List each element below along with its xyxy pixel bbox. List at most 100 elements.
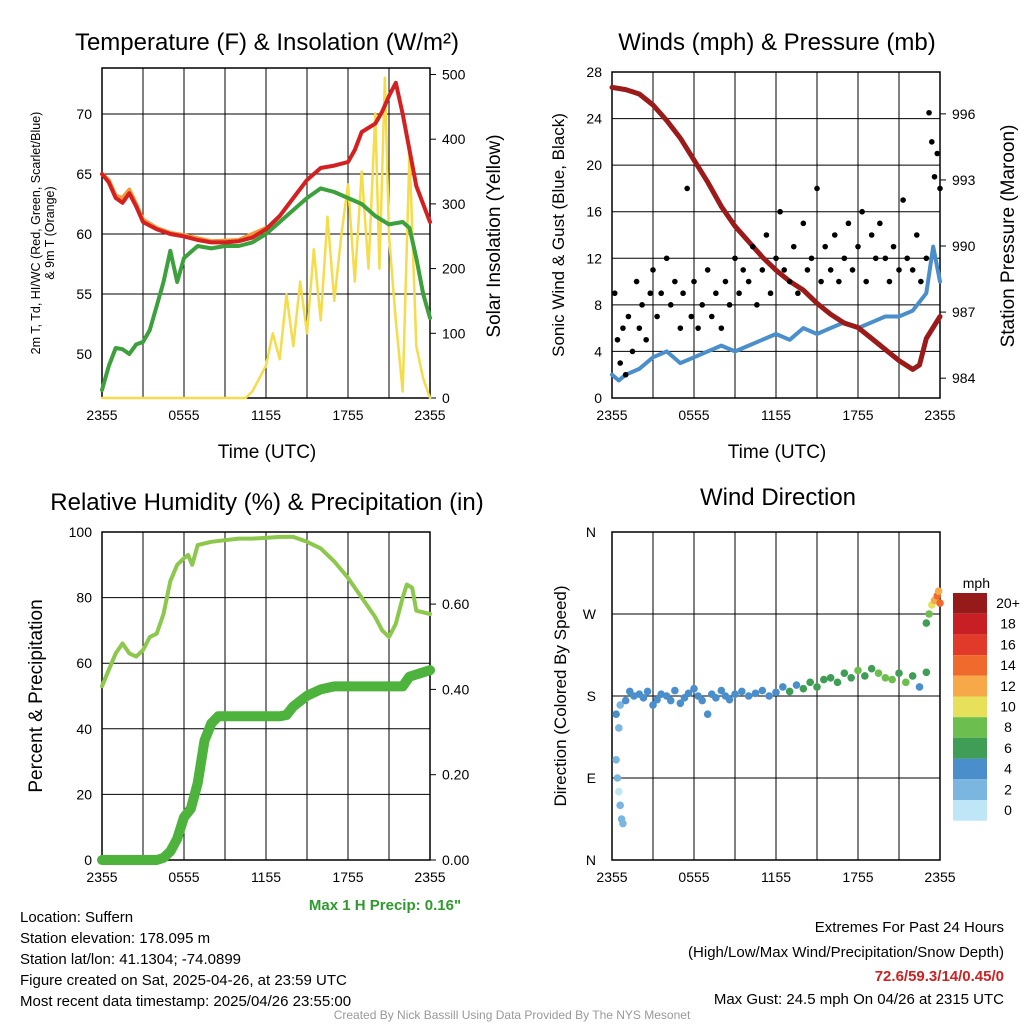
y-tick-label: 80 <box>76 590 92 606</box>
gust-point <box>790 243 797 250</box>
gust-point <box>667 302 674 308</box>
y2-tick-label: 0.20 <box>442 767 469 783</box>
pressure-ylabel: Station Pressure (Maroon) <box>998 125 1019 348</box>
direction-point <box>616 801 624 810</box>
gust-point <box>841 255 848 262</box>
y-tick-label: 20 <box>76 786 92 802</box>
colorbar-swatch <box>953 717 987 738</box>
gust-point <box>713 290 719 297</box>
y-tick-label: 55 <box>76 286 92 302</box>
direction-point <box>813 683 821 691</box>
y2-tick-label: 500 <box>442 66 466 82</box>
colorbar-tick-label: 10 <box>1000 699 1016 715</box>
x-tick-label: 2355 <box>596 869 627 885</box>
precipitation-line <box>97 665 435 865</box>
y-tick-label: S <box>587 688 596 704</box>
direction-point <box>731 690 739 698</box>
direction-point <box>621 696 630 705</box>
direction-point <box>639 694 648 702</box>
y2-tick-label: 987 <box>952 304 976 320</box>
gust-point <box>650 267 656 273</box>
gust-point <box>611 290 618 297</box>
direction-point <box>684 689 693 698</box>
gust-point <box>827 267 834 273</box>
relative-humidity-line <box>100 534 432 689</box>
wind-xlabel: Time (UTC) <box>728 442 827 463</box>
x-tick-label: 0555 <box>168 869 199 885</box>
x-tick-label: 1755 <box>332 869 363 885</box>
gust-point <box>658 290 664 297</box>
direction-point <box>779 683 787 691</box>
plot-frame <box>101 531 431 861</box>
y2-tick-label: 0.60 <box>442 596 469 612</box>
latlon-text: Station lat/lon: 41.1304; -74.0899 <box>20 951 241 968</box>
gust-point <box>708 313 715 320</box>
gust-point <box>633 278 640 285</box>
gust-point <box>909 267 916 273</box>
colorbar-swatch <box>953 634 987 656</box>
x-tick-label: 1155 <box>251 869 281 885</box>
y2-tick-label: 100 <box>442 325 466 341</box>
x-tick-label: 1755 <box>332 407 363 423</box>
gust-point <box>929 139 935 145</box>
y-tick-label: 100 <box>69 524 93 540</box>
gust-point <box>684 185 690 192</box>
direction-point <box>847 673 855 682</box>
gust-point <box>745 278 752 285</box>
gust-point <box>749 243 756 250</box>
temp-chart-title: Temperature (F) & Insolation (W/m²) <box>75 29 459 56</box>
station-pressure-line <box>609 84 943 372</box>
direction-point <box>806 678 814 687</box>
colorbar-swatch <box>953 758 987 780</box>
direction-point <box>666 696 675 705</box>
gust-point <box>763 232 770 238</box>
gust-point <box>886 278 893 285</box>
x-tick-label: 2355 <box>86 407 117 423</box>
gust-point <box>800 220 807 227</box>
gust-point <box>831 232 838 238</box>
gust-point <box>937 185 943 192</box>
x-tick-label: 2355 <box>86 869 117 885</box>
gust-point <box>688 313 695 320</box>
solar-ylabel: Solar Insolation (Yellow) <box>484 134 505 337</box>
x-tick-label: 0555 <box>678 407 709 423</box>
direction-point <box>840 669 849 678</box>
gust-point <box>890 243 897 250</box>
wind-plot: 2355 0555 1155 1755 235504812162024289849879… <box>586 64 975 423</box>
direction-point <box>612 755 620 764</box>
location-text: Location: Suffern <box>20 909 133 926</box>
gust-point <box>625 313 632 320</box>
direction-point <box>820 675 828 684</box>
direction-point <box>744 692 753 700</box>
y-tick-label: 70 <box>76 106 92 122</box>
y2-tick-label: 200 <box>442 261 466 277</box>
y-tick-label: 28 <box>586 64 602 80</box>
y2-tick-label: 300 <box>442 196 466 212</box>
gust-point <box>617 360 623 366</box>
direction-point <box>703 710 712 719</box>
gust-point <box>732 255 738 262</box>
colorbar-tick-label: 4 <box>1004 761 1012 777</box>
temp-plot: 2355 0555 1155 1755 2355 50 55 60 65 70 0 100 200 300… <box>76 66 465 423</box>
extremes-title: Extremes For Past 24 Hours <box>815 919 1004 936</box>
gust-point <box>699 302 705 308</box>
gust-point <box>926 109 932 116</box>
y-tick-label: 40 <box>76 721 92 737</box>
direction-point <box>902 678 910 687</box>
direction-point <box>613 774 622 782</box>
gust-point <box>822 243 828 250</box>
created-text: Figure created on Sat, 2025-04-26, at 23… <box>20 972 347 989</box>
colorbar-tick-label: 2 <box>1004 781 1012 797</box>
x-tick-label: 1155 <box>761 407 791 423</box>
y-tick-label: 60 <box>76 226 92 242</box>
y2-tick-label: 0.40 <box>442 681 469 697</box>
direction-point <box>888 675 896 684</box>
solar-insolation-line <box>100 76 432 400</box>
gust-point <box>900 197 906 203</box>
direction-point <box>915 683 924 691</box>
direction-point <box>649 701 657 709</box>
y-tick-label: 12 <box>586 250 602 266</box>
gust-point <box>643 336 649 343</box>
direction-point <box>874 669 883 678</box>
